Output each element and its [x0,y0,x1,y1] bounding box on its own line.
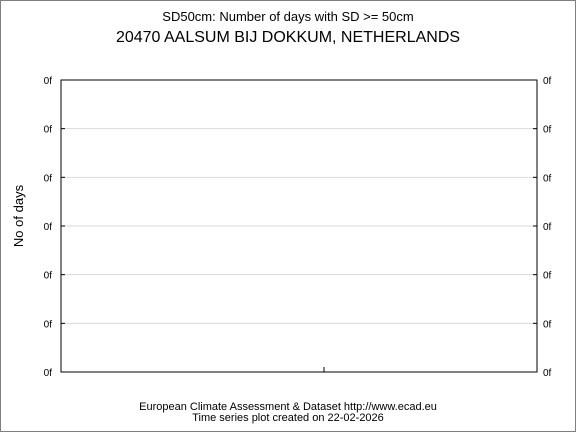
y-tick-label-left: 0f [44,173,53,184]
y-axis-label: No of days [11,184,26,247]
y-tick-label-right: 0f [543,319,552,330]
y-tick-label-left: 0f [44,125,53,136]
y-tick-label-left: 0f [44,271,53,282]
y-tick-label-left: 0f [44,368,53,379]
chart-subtitle: SD50cm: Number of days with SD >= 50cm [162,9,414,24]
y-tick-label-right: 0f [543,222,552,233]
y-tick-label-left: 0f [44,222,53,233]
y-tick-label-right: 0f [543,173,552,184]
grid-lines [61,128,537,324]
y-tick-label-right: 0f [543,76,552,87]
y-tick-label-right: 0f [543,125,552,136]
right-tick-labels: 0f 0f 0f 0f 0f 0f 0f [533,76,552,379]
footer-created: Time series plot created on 22-02-2026 [192,412,384,424]
y-tick-label-left: 0f [44,76,53,87]
y-tick-label-left: 0f [44,319,53,330]
y-tick-label-right: 0f [543,271,552,282]
chart-title: 20470 AALSUM BIJ DOKKUM, NETHERLANDS [115,29,461,46]
footer-source: European Climate Assessment & Dataset ht… [139,401,437,413]
y-tick-label-right: 0f [543,368,552,379]
left-tick-labels: 0f 0f 0f 0f 0f 0f 0f [44,76,65,379]
